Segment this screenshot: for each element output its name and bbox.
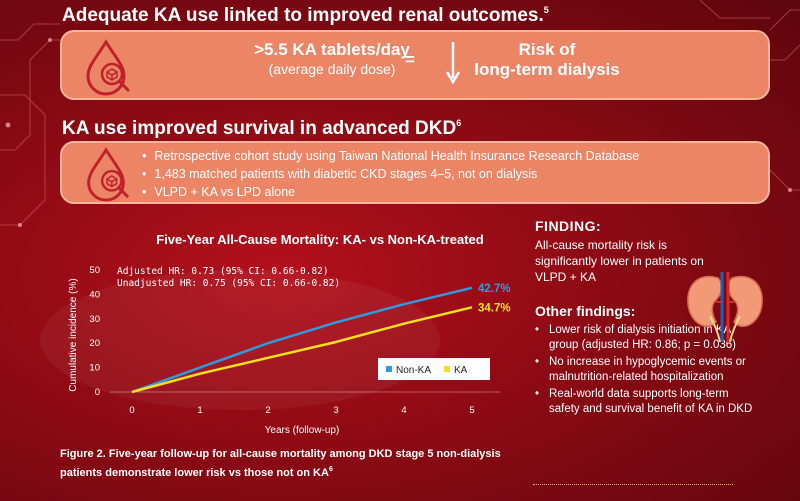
x-tick-label: 5: [469, 405, 474, 416]
x-tick-label: 4: [401, 405, 406, 416]
divider-line: [533, 484, 733, 485]
y-axis-label: Cumulative incidence (%): [68, 278, 79, 391]
finding-text: All-cause mortality risk is significantl…: [535, 238, 704, 284]
other-finding-item: No increase in hypoglycemic events or ma…: [535, 355, 759, 385]
annotation-unadjusted: Unadjusted HR: 0.75 (95% CI: 0.66-0.82): [117, 278, 340, 289]
study-bullets: Retrospective cohort study using Taiwan …: [142, 147, 639, 201]
kidney-drop-icon: [76, 146, 136, 207]
x-tick-label: 1: [197, 405, 202, 416]
dose-sub-text: (average daily dose): [268, 61, 396, 77]
figure-caption: Figure 2. Five-year follow-up for all-ca…: [60, 447, 520, 481]
risk-line1: Risk of: [518, 40, 576, 59]
x-tick-label: 2: [265, 405, 270, 416]
dose-risk-box: >5.5 KA tablets/day (average daily dose)…: [60, 30, 770, 100]
annotation-adjusted: Adjusted HR: 0.73 (95% CI: 0.66-0.82): [117, 266, 329, 277]
caption-ref: 6: [328, 466, 333, 473]
y-tick-label: 10: [89, 363, 100, 374]
findings-panel: FINDING: All-cause mortality risk is sig…: [535, 218, 795, 419]
equals-sign: =: [405, 50, 415, 69]
series-line-ka: [131, 306, 473, 394]
y-tick-label: 50: [89, 265, 100, 276]
caption-text: Figure 2. Five-year follow-up for all-ca…: [60, 448, 501, 479]
section1-heading: Adequate KA use linked to improved renal…: [62, 5, 549, 27]
series-line-non-ka: [131, 286, 473, 394]
section2-heading-ref: 6: [456, 118, 462, 128]
y-tick-label: 0: [95, 387, 100, 398]
finding-title: FINDING:: [535, 218, 602, 234]
study-bullet: Retrospective cohort study using Taiwan …: [142, 147, 639, 165]
other-findings-title: Other findings:: [535, 303, 636, 319]
other-finding-item: Real-world data supports long-term safet…: [535, 387, 759, 417]
legend-label-non-ka: Non-KA: [396, 365, 431, 376]
risk-line2: long-term dialysis: [474, 60, 620, 79]
x-axis-label: Years (follow-up): [265, 425, 340, 436]
y-tick-label: 40: [89, 289, 100, 300]
chart-title: Five-Year All-Cause Mortality: KA- vs No…: [156, 232, 484, 247]
y-tick-label: 30: [89, 314, 100, 325]
study-bullet: VLPD + KA vs LPD alone: [142, 183, 639, 201]
y-tick-label: 20: [89, 338, 100, 349]
legend-label-ka: KA: [454, 365, 468, 376]
chart-legend: Non-KA KA: [378, 358, 490, 380]
kidneys-illustration: [687, 272, 763, 342]
mortality-chart: Cumulative incidence (%) 0 10 20 30 40 50 0 1 2 3…: [68, 265, 511, 436]
legend-swatch-ka: [444, 366, 450, 372]
legend-swatch-non-ka: [386, 366, 392, 372]
x-tick-label: 0: [129, 405, 134, 416]
risk-text: Risk of long-term dialysis: [472, 40, 622, 80]
x-tick-label: 3: [333, 405, 338, 416]
dose-block: >5.5 KA tablets/day (average daily dose): [232, 40, 432, 78]
section1-heading-text: Adequate KA use linked to improved renal…: [62, 5, 544, 26]
section2-heading-text: KA use improved survival in advanced DKD: [62, 118, 457, 139]
study-bullet: 1,483 matched patients with diabetic CKD…: [142, 165, 639, 183]
section1-heading-ref: 5: [543, 5, 549, 15]
kidney-drop-icon: [76, 38, 136, 101]
down-arrow-icon: [445, 40, 461, 89]
other-finding-item: Lower risk of dialysis initiation in KA …: [535, 323, 759, 353]
end-label-non-ka: 42.7%: [478, 283, 511, 295]
other-findings-list: Lower risk of dialysis initiation in KA …: [535, 323, 795, 417]
study-box: Retrospective cohort study using Taiwan …: [60, 141, 770, 204]
section2-heading: KA use improved survival in advanced DKD…: [62, 118, 461, 140]
end-label-ka: 34.7%: [478, 302, 511, 314]
dose-main-text: >5.5 KA tablets/day: [254, 40, 410, 59]
